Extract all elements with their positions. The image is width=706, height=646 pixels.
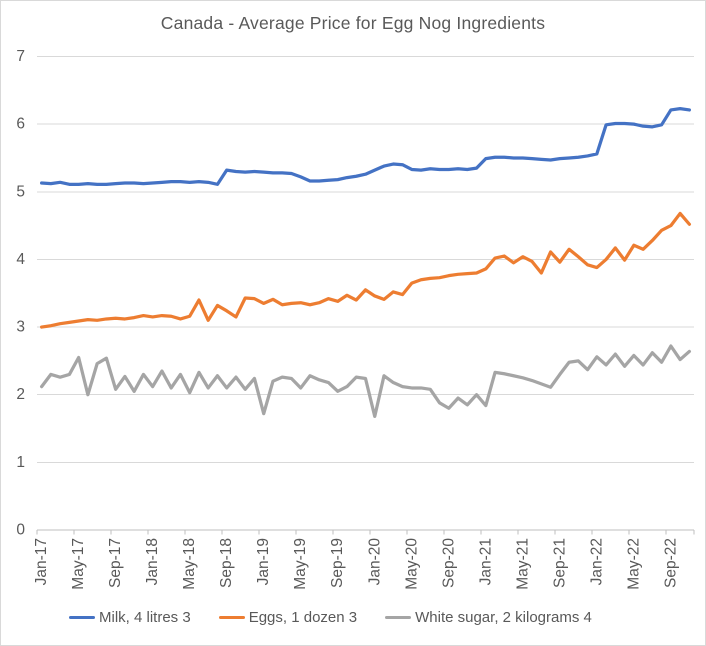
chart-title: Canada - Average Price for Egg Nog Ingre… — [160, 13, 546, 33]
legend-item-milk: Milk, 4 litres 3 — [69, 609, 191, 626]
x-axis-tick-label: Sep-20 — [440, 538, 457, 588]
x-axis-tick-label: May-18 — [181, 538, 198, 590]
x-axis-tick-label: Sep-19 — [329, 538, 346, 588]
x-axis-tick-label: Jan-21 — [477, 538, 494, 585]
x-axis-tick-label: May-20 — [403, 538, 420, 590]
x-axis-tick-label: Sep-21 — [551, 538, 568, 588]
x-axis-tick-label: May-17 — [70, 538, 87, 590]
y-axis-tick-label: 5 — [16, 183, 25, 200]
x-axis-tick-label: Jan-22 — [588, 538, 605, 585]
series-line-white-sugar — [40, 344, 691, 418]
series-line-milk — [40, 106, 691, 186]
legend-label-eggs: Eggs, 1 dozen 3 — [248, 609, 358, 626]
x-axis-tick-label: May-22 — [625, 538, 642, 590]
x-axis-tick-label: May-21 — [514, 538, 531, 590]
y-axis-tick-label: 0 — [16, 522, 25, 539]
legend: Milk, 4 litres 3 Eggs, 1 dozen 3 White s… — [69, 609, 592, 626]
y-axis-tick-label: 2 — [16, 386, 25, 403]
white-sugar-line-swatch — [385, 615, 412, 620]
legend-item-eggs: Eggs, 1 dozen 3 — [218, 609, 358, 626]
x-axis-tick-label: Jan-20 — [366, 538, 383, 586]
y-axis-tick-label: 3 — [16, 319, 25, 336]
x-axis-tick-label: Sep-18 — [218, 538, 235, 588]
y-axis-tick-label: 4 — [16, 251, 25, 268]
x-axis-tick-label: Jan-17 — [33, 538, 50, 585]
x-axis-tick-label: Jan-18 — [144, 538, 161, 585]
milk-line-swatch — [69, 615, 95, 620]
y-axis-tick-label: 1 — [16, 454, 25, 471]
eggs-line-swatch — [218, 615, 245, 620]
series-line-eggs — [40, 211, 691, 329]
legend-item-white-sugar: White sugar, 2 kilograms 4 — [385, 609, 592, 626]
x-axis-tick-label: May-19 — [292, 538, 309, 590]
x-axis-tick-label: Jan-19 — [255, 538, 272, 585]
y-axis-tick-label: 6 — [16, 116, 25, 133]
legend-label-white-sugar: White sugar, 2 kilograms 4 — [415, 609, 592, 626]
x-axis-tick-label: Sep-22 — [662, 538, 679, 588]
legend-label-milk: Milk, 4 litres 3 — [99, 609, 191, 626]
x-axis-tick-label: Sep-17 — [107, 538, 124, 588]
y-axis-tick-label: 7 — [16, 48, 25, 65]
